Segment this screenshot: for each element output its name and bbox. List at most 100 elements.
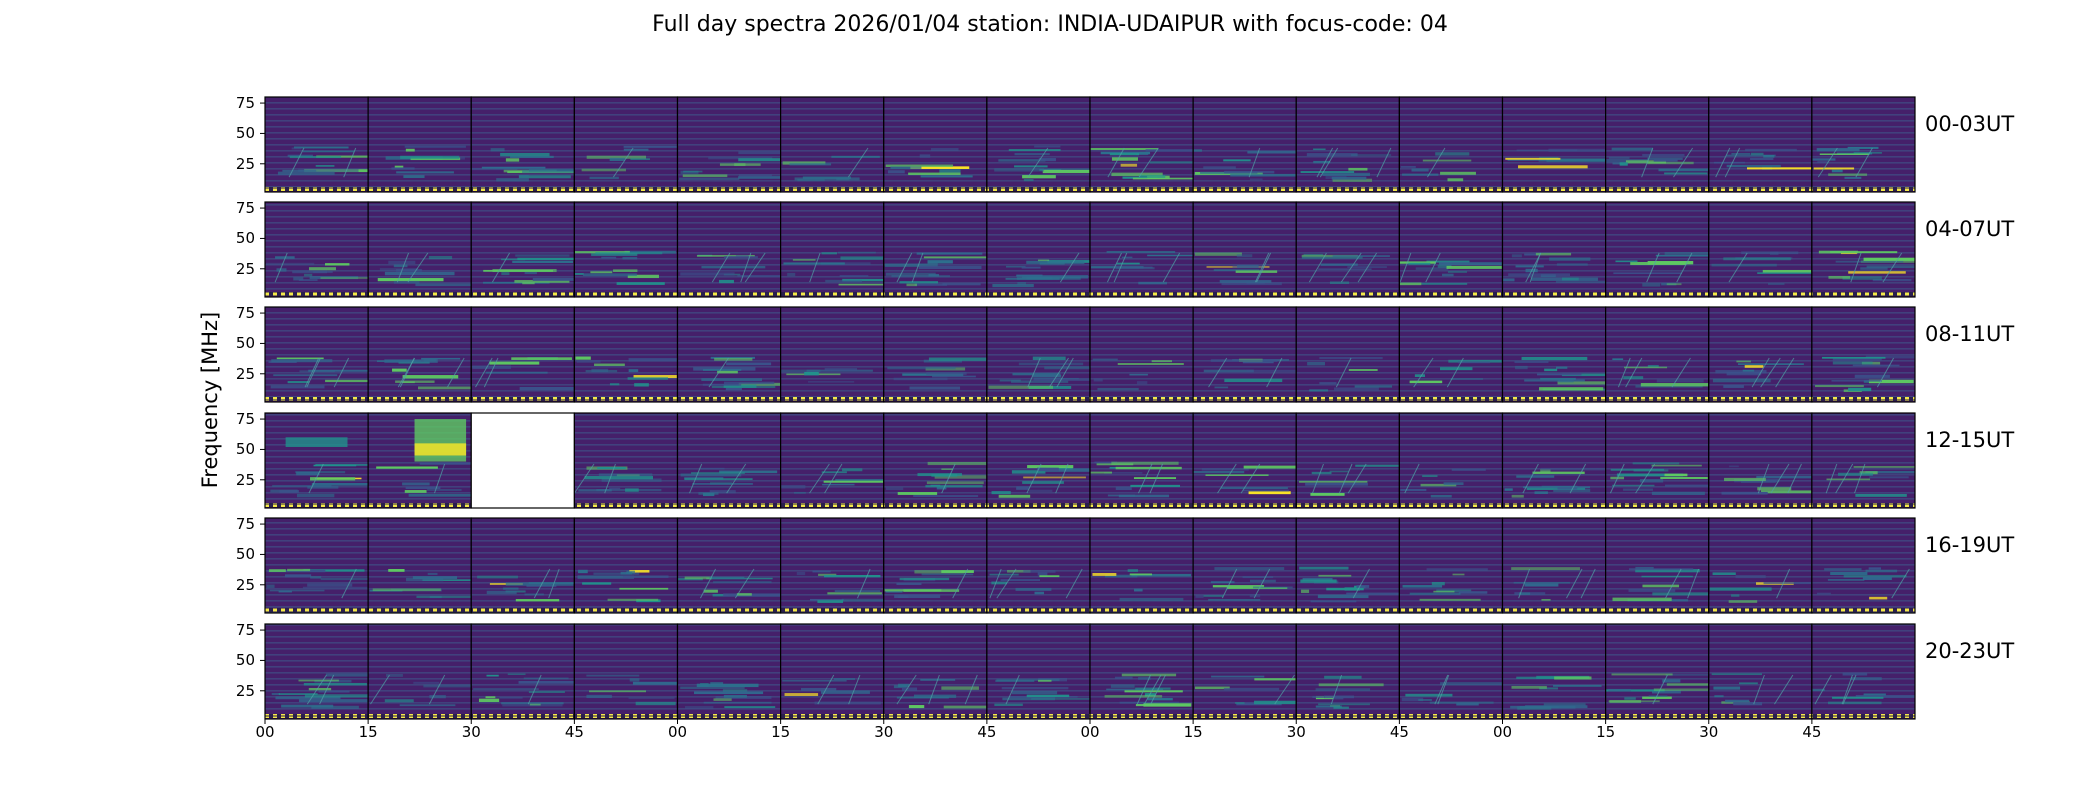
rfi-streak bbox=[393, 280, 420, 284]
rfi-streak bbox=[1116, 262, 1140, 265]
spectrum-panel bbox=[780, 412, 885, 509]
rfi-streak bbox=[429, 695, 446, 699]
rfi-streak bbox=[1842, 276, 1882, 280]
rfi-streak bbox=[913, 495, 979, 497]
drift-trace bbox=[491, 252, 511, 283]
drift-trace bbox=[1413, 357, 1434, 388]
drift-trace bbox=[1617, 357, 1631, 388]
rfi-streak bbox=[837, 251, 876, 254]
spectrum-panel bbox=[1708, 201, 1813, 298]
rfi-streak bbox=[303, 569, 365, 572]
panel-frame bbox=[1811, 517, 1916, 614]
rfi-streak bbox=[1306, 153, 1358, 157]
panel-background bbox=[883, 518, 987, 613]
rfi-streak bbox=[1221, 487, 1288, 489]
rfi-streak bbox=[403, 175, 425, 178]
rfi-streak bbox=[724, 706, 776, 708]
rfi-streak bbox=[1312, 695, 1325, 699]
panel-background bbox=[1399, 518, 1503, 613]
rfi-streak bbox=[802, 176, 851, 179]
x-tick-label: 15 bbox=[771, 723, 791, 741]
spectrum-panel bbox=[1501, 201, 1607, 298]
rfi-streak bbox=[1426, 568, 1488, 571]
panel-baseline-band bbox=[1708, 503, 1812, 507]
rfi-streak bbox=[1313, 148, 1326, 151]
rfi-streak bbox=[266, 262, 315, 266]
rfi-streak bbox=[1725, 699, 1750, 703]
rfi-streak bbox=[1828, 173, 1868, 176]
spectrum-panel bbox=[367, 96, 472, 193]
drift-trace bbox=[475, 357, 493, 388]
rfi-streak bbox=[1662, 679, 1681, 683]
rfi-streak bbox=[1354, 385, 1393, 388]
rfi-streak bbox=[841, 598, 884, 602]
drift-trace bbox=[1724, 147, 1741, 178]
panel-background bbox=[1399, 624, 1503, 719]
panel-baseline-band bbox=[780, 714, 884, 718]
rfi-streak bbox=[315, 164, 335, 167]
rfi-streak bbox=[532, 277, 575, 281]
rfi-streak bbox=[1652, 592, 1708, 596]
rfi-streak bbox=[1869, 596, 1888, 600]
drift-trace bbox=[1687, 568, 1700, 599]
rfi-streak bbox=[377, 278, 444, 282]
rfi-streak bbox=[1018, 362, 1084, 366]
panel-baseline-band bbox=[1502, 397, 1606, 401]
rfi-streak bbox=[1731, 594, 1740, 597]
rfi-streak bbox=[1118, 494, 1170, 498]
panel-baseline-band bbox=[1811, 187, 1915, 191]
spectrum-panel bbox=[1605, 517, 1710, 614]
rfi-streak bbox=[1609, 700, 1642, 703]
rfi-streak bbox=[840, 256, 884, 260]
rfi-streak bbox=[1812, 688, 1825, 692]
spectrum-panel bbox=[1089, 517, 1194, 614]
rfi-streak bbox=[1763, 154, 1775, 158]
panel-background bbox=[265, 202, 369, 297]
rfi-streak bbox=[384, 699, 414, 703]
rfi-streak bbox=[693, 691, 764, 695]
rfi-streak bbox=[701, 378, 762, 381]
drift-trace bbox=[1149, 463, 1164, 494]
panel-baseline-band bbox=[1296, 292, 1400, 296]
panel-background bbox=[1296, 202, 1400, 297]
drift-trace bbox=[1835, 463, 1854, 494]
rfi-streak bbox=[1842, 672, 1868, 676]
rfi-streak bbox=[1143, 703, 1192, 707]
spectrum-panel bbox=[573, 623, 679, 720]
drift-trace bbox=[1404, 463, 1420, 494]
panel-background bbox=[986, 624, 1090, 719]
drift-trace bbox=[1817, 147, 1838, 178]
rfi-streak bbox=[1723, 384, 1744, 388]
rfi-streak bbox=[601, 478, 662, 482]
rfi-streak bbox=[1011, 691, 1058, 695]
rfi-streak bbox=[782, 680, 847, 682]
panel-background bbox=[986, 202, 1090, 297]
spectrum-panel bbox=[1398, 306, 1504, 403]
rfi-streak bbox=[823, 574, 881, 578]
drift-trace bbox=[1312, 463, 1324, 494]
rfi-streak bbox=[1046, 467, 1073, 470]
rfi-streak bbox=[302, 150, 355, 153]
rfi-streak bbox=[1333, 706, 1349, 709]
rfi-streak bbox=[1193, 149, 1202, 152]
rfi-streak bbox=[723, 384, 757, 388]
rfi-streak bbox=[388, 260, 416, 265]
y-tick-label: 25 bbox=[235, 470, 255, 489]
rfi-streak bbox=[1254, 678, 1297, 681]
drift-trace bbox=[1434, 674, 1449, 705]
rfi-streak bbox=[784, 693, 819, 696]
panel-background bbox=[1296, 97, 1400, 192]
rfi-streak bbox=[1624, 697, 1636, 700]
rfi-streak bbox=[405, 148, 415, 152]
panel-background bbox=[574, 202, 678, 297]
panel-baseline-band bbox=[780, 187, 884, 191]
drift-trace bbox=[740, 252, 752, 283]
panel-baseline-band bbox=[1193, 187, 1297, 191]
rfi-streak bbox=[271, 359, 333, 363]
rfi-streak bbox=[384, 359, 438, 363]
rfi-streak bbox=[1130, 484, 1181, 488]
rfi-streak bbox=[1443, 482, 1464, 486]
panel-background bbox=[1811, 97, 1915, 192]
panel-baseline-band bbox=[1399, 187, 1503, 191]
panel-background bbox=[1811, 518, 1915, 613]
